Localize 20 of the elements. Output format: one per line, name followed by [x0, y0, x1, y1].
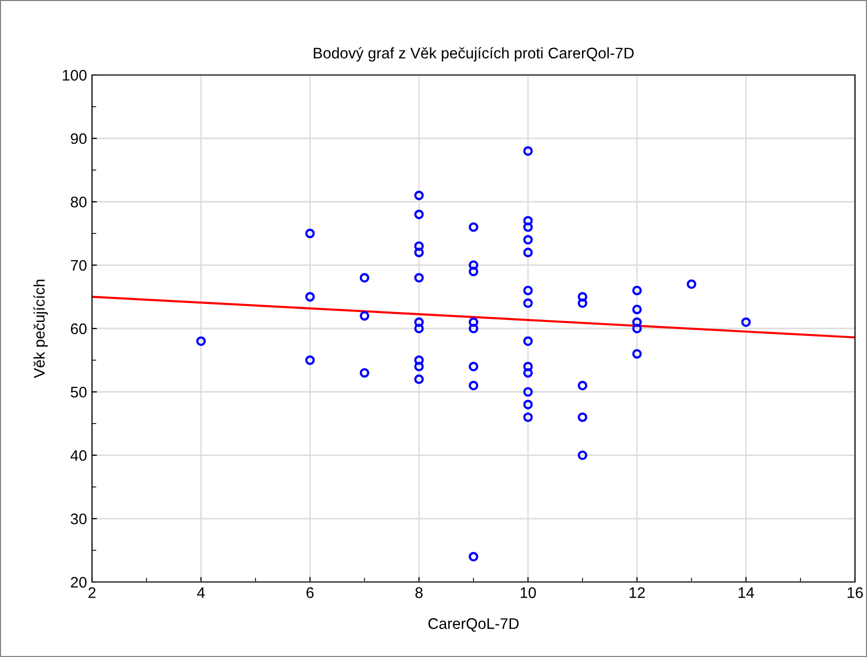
x-tick-label: 8	[415, 587, 423, 598]
y-tick-label: 80	[70, 196, 87, 208]
y-tick-label: 40	[70, 450, 87, 461]
y-axis-title: Věk pečujících	[33, 280, 48, 378]
chart-title: Bodový graf z Věk pečujících proti CarerQol-7D	[314, 47, 634, 62]
y-tick-label: 50	[70, 386, 87, 398]
x-tick-label: 14	[738, 587, 754, 598]
x-tick-label: 16	[848, 587, 863, 598]
y-tick-label: 30	[70, 513, 87, 524]
y-tick-label: 70	[70, 260, 87, 271]
x-tick-label: 10	[520, 587, 536, 598]
y-tick-label: 20	[70, 576, 87, 588]
y-tick-label: 90	[70, 133, 87, 144]
x-tick-label: 2	[88, 587, 96, 598]
y-tick-label: 100	[62, 70, 87, 81]
x-tick-label: 12	[630, 587, 645, 598]
x-tick-label: 6	[306, 587, 314, 598]
x-axis-title: CarerQoL-7D	[428, 618, 519, 632]
y-tick-label: 60	[70, 323, 87, 334]
x-tick-label: 4	[197, 587, 205, 598]
